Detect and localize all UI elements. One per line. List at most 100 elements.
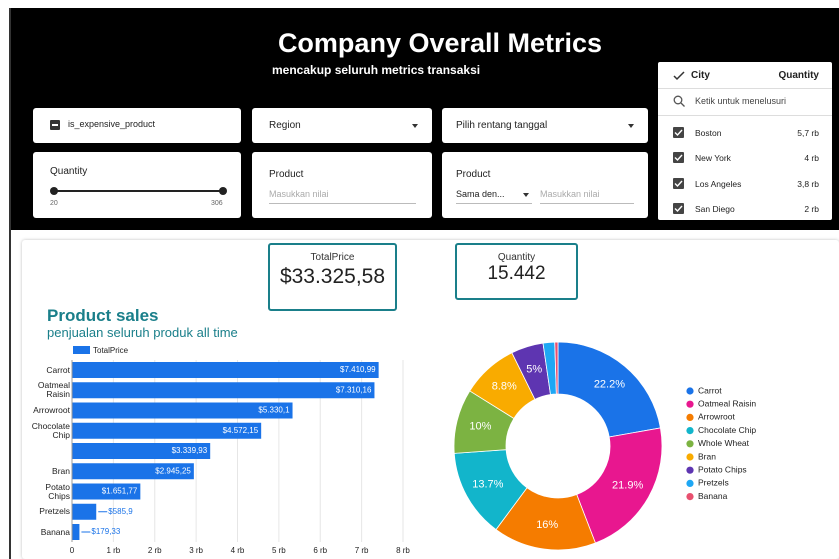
y-tick-label: Oatmeal Raisin: [37, 380, 70, 400]
legend-label: Carrot: [698, 385, 722, 395]
quantity-filter[interactable]: Quantity 20 306: [33, 152, 241, 218]
search-input[interactable]: Ketik untuk menelusuri: [695, 96, 787, 106]
bar: [72, 382, 375, 399]
legend-label: TotalPrice: [93, 346, 129, 355]
title: Company Overall Metrics: [277, 28, 603, 58]
city-quantity: 2 rb: [804, 203, 819, 214]
filter-label: Region: [269, 120, 301, 131]
value-label: $1.651,77: [102, 487, 138, 496]
city-quantity: 3,8 rb: [797, 178, 819, 189]
legend-swatch: [686, 413, 694, 421]
slider-handle[interactable]: [50, 187, 58, 195]
check-icon: [673, 71, 685, 81]
y-tick-label-box: Banana: [27, 522, 70, 542]
bar: [72, 402, 293, 419]
left-border: [9, 8, 11, 559]
region-filter[interactable]: Region: [252, 108, 432, 143]
filter-label: Pilih rentang tanggal: [456, 120, 548, 131]
filter-label: Product: [269, 169, 304, 180]
date-filter[interactable]: Pilih rentang tanggal: [442, 108, 648, 143]
slice-label: 21.9%: [612, 479, 643, 491]
slider-max: 306: [211, 200, 223, 207]
legend-label: Pretzels: [698, 478, 729, 488]
checkbox: [673, 152, 684, 164]
input-line: [456, 203, 532, 204]
kpi-label: Quantity: [497, 252, 536, 263]
y-tick-label: Carrot: [46, 364, 70, 375]
dropdown-arrow: [628, 124, 634, 128]
subtitle: mencakup seluruh metrics transaksi: [272, 63, 481, 77]
legend-swatch: [686, 479, 694, 487]
checkbox: [673, 127, 684, 138]
bar: [72, 443, 211, 459]
y-tick-label: Banana: [40, 526, 70, 537]
legend-label: Arrowroot: [698, 412, 735, 422]
input-placeholder: Masukkan nilai: [269, 189, 329, 199]
city-option[interactable]: New York 4 rb: [658, 145, 832, 170]
input-line: [540, 203, 634, 204]
value-label: $3.339,93: [172, 446, 208, 455]
city-quantity: 4 rb: [804, 153, 819, 164]
city-dropdown: City Quantity Ketik untuk menelusuri Bos…: [658, 62, 832, 220]
product-filter[interactable]: Product Masukkan nilai: [252, 152, 432, 218]
x-tick-label: 0: [70, 546, 75, 555]
checkbox: [673, 177, 684, 189]
operator[interactable]: Sama den...: [456, 189, 505, 199]
y-tick-label: Pretzels: [39, 506, 70, 517]
input-placeholder: Masukkan nilai: [540, 189, 600, 199]
chart-panel: [22, 240, 839, 559]
x-tick-label: 5 rb: [272, 546, 286, 555]
value-label: $179,33: [91, 527, 120, 536]
x-tick-label: 6 rb: [313, 546, 327, 555]
x-tick-label: 8 rb: [396, 546, 410, 555]
city-option[interactable]: San Diego 2 rb: [658, 196, 832, 221]
column-header: Quantity: [778, 70, 819, 81]
city-option[interactable]: Los Angeles 3,8 rb: [658, 171, 832, 196]
city-option[interactable]: Boston 5,7 rb: [658, 120, 832, 145]
x-tick-label: 1 rb: [106, 546, 120, 555]
slider-handle[interactable]: [219, 187, 227, 195]
y-tick-label: Chocolate Chip: [31, 420, 70, 440]
legend-label: Oatmeal Raisin: [698, 398, 756, 408]
legend-label: Potato Chips: [698, 464, 747, 474]
column-header: City: [691, 70, 710, 81]
x-tick-label: 7 rb: [355, 546, 369, 555]
checkbox: [50, 120, 60, 130]
y-tick-label-box: Chocolate Chip: [27, 421, 70, 441]
dropdown-arrow: [412, 124, 418, 128]
slice-label: 22.2%: [594, 379, 625, 391]
bar: [72, 422, 262, 439]
kpi-label: TotalPrice: [310, 252, 355, 263]
search-icon: [673, 95, 685, 107]
legend-swatch: [686, 440, 694, 448]
y-tick-label-box: Potato Chips: [27, 482, 70, 502]
kpi-value: $33.325,58: [279, 265, 386, 288]
product-operator-filter[interactable]: Product Sama den... Masukkan nilai: [442, 152, 648, 218]
y-tick-label-box: Oatmeal Raisin: [27, 380, 70, 400]
input-line: [269, 203, 416, 204]
kpi-card: Quantity 15.442: [455, 243, 578, 300]
legend-label: Bran: [698, 451, 716, 461]
pie-slice: [557, 341, 661, 438]
value-label: $5.330,1: [258, 406, 290, 415]
expensive-filter[interactable]: is_expensive_product: [33, 108, 241, 143]
bar: [72, 483, 141, 500]
pie-slice: [554, 341, 559, 395]
city-name: Boston: [695, 128, 722, 138]
bar: [72, 524, 80, 540]
value-label: $585,9: [108, 507, 133, 516]
y-tick-label: Bran: [52, 465, 70, 476]
slice-label: 5%: [526, 364, 542, 376]
legend-swatch: [73, 346, 90, 354]
legend-swatch: [686, 453, 694, 461]
filter-label: Product: [456, 169, 491, 180]
value-label: $7.410,99: [340, 365, 376, 374]
checkbox: [673, 202, 684, 214]
x-tick-label: 2 rb: [148, 546, 162, 555]
slider-track: [54, 190, 223, 192]
value-label: $4.572,15: [223, 426, 259, 435]
bar: [72, 503, 97, 520]
city-quantity: 5,7 rb: [797, 128, 819, 138]
